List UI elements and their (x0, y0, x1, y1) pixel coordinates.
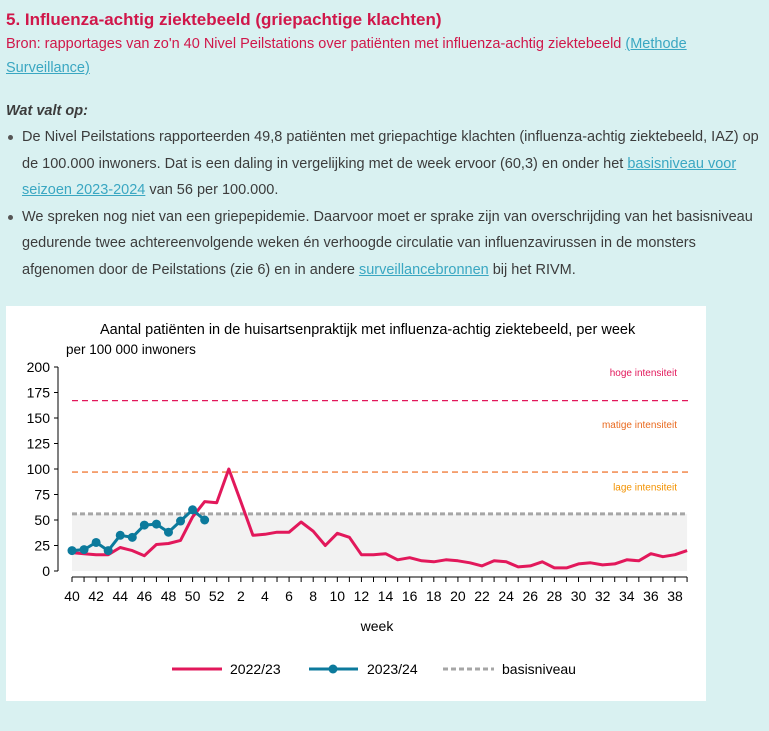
chart-container: Aantal patiënten in de huisartsenpraktij… (6, 306, 706, 701)
data-point-2023-24 (91, 537, 101, 547)
y-tick-label: 0 (42, 563, 50, 579)
y-tick-label: 100 (27, 461, 51, 477)
data-point-2023-24 (176, 516, 186, 526)
x-tick-label: 20 (450, 588, 466, 604)
data-point-2023-24 (188, 505, 198, 515)
x-tick-label: 18 (426, 588, 442, 604)
legend-label-basis: basisniveau (502, 661, 576, 677)
data-point-2023-24 (127, 532, 137, 542)
data-point-2023-24 (115, 530, 125, 540)
x-tick-label: 2 (237, 588, 245, 604)
x-tick-label: 42 (88, 588, 104, 604)
x-axis-label: week (360, 618, 395, 634)
y-tick-label: 25 (34, 538, 50, 554)
bullet-item-2: We spreken nog niet van een griepepidemi… (8, 204, 762, 284)
y-axis-label: per 100 000 inwoners (66, 342, 196, 357)
x-tick-label: 22 (474, 588, 490, 604)
x-tick-label: 8 (309, 588, 317, 604)
x-tick-label: 34 (619, 588, 635, 604)
data-point-2023-24 (67, 546, 77, 556)
zone-label-medium: matige intensiteit (602, 420, 677, 431)
x-tick-label: 38 (667, 588, 683, 604)
x-tick-label: 14 (378, 588, 394, 604)
x-tick-label: 4 (261, 588, 269, 604)
basisniveau-link[interactable]: basisniveau voor seizoen 2023-2024 (22, 155, 737, 199)
y-tick-label: 50 (34, 512, 50, 528)
iaz-line-chart: Aantal patiënten in de huisartsenpraktij… (27, 322, 688, 677)
section-title: 5. Influenza-achtig ziektebeeld (griepac… (6, 10, 442, 29)
x-tick-label: 48 (161, 588, 177, 604)
x-tick-label: 52 (209, 588, 225, 604)
data-point-2023-24 (139, 520, 149, 530)
x-tick-label: 28 (547, 588, 563, 604)
x-tick-label: 30 (571, 588, 587, 604)
legend-marker-2023 (328, 664, 338, 674)
y-tick-label: 200 (27, 359, 51, 375)
surveillancebronnen-link[interactable]: surveillancebronnen (358, 261, 489, 278)
x-tick-label: 36 (643, 588, 659, 604)
data-point-2023-24 (79, 545, 89, 555)
highlights-list: De Nivel Peilstations rapporteerden 49,8… (6, 124, 762, 283)
x-tick-label: 12 (354, 588, 370, 604)
data-point-2023-24 (103, 546, 113, 556)
y-tick-label: 75 (34, 487, 50, 503)
legend-label-2022: 2022/23 (230, 661, 281, 677)
source-text: Bron: rapportages van zo'n 40 Nivel Peil… (6, 36, 626, 52)
data-point-2023-24 (163, 527, 173, 537)
methode-surveillance-link[interactable]: (Methode Surveillance) (6, 36, 687, 76)
data-point-2023-24 (151, 519, 161, 529)
zone-label-high: hoge intensiteit (610, 368, 677, 379)
x-tick-label: 40 (64, 588, 80, 604)
x-tick-label: 32 (595, 588, 611, 604)
highlights-heading: Wat valt op: (6, 103, 88, 119)
x-tick-label: 46 (137, 588, 153, 604)
x-tick-label: 10 (330, 588, 346, 604)
x-tick-label: 24 (498, 588, 514, 604)
y-tick-label: 175 (27, 385, 51, 401)
zone-label-low: lage intensiteit (613, 482, 677, 493)
data-point-2023-24 (200, 515, 210, 525)
source-line: Bron: rapportages van zo'n 40 Nivel Peil… (6, 32, 762, 80)
x-tick-label: 26 (522, 588, 538, 604)
bullet-item-1: De Nivel Peilstations rapporteerden 49,8… (8, 124, 762, 204)
legend-label-2023: 2023/24 (367, 661, 418, 677)
x-tick-label: 50 (185, 588, 201, 604)
y-tick-label: 150 (27, 410, 51, 426)
chart-title: Aantal patiënten in de huisartsenpraktij… (100, 322, 636, 338)
influenza-section: 5. Influenza-achtig ziektebeeld (griepac… (6, 8, 762, 283)
legend: 2022/23 2023/24 basisniveau (172, 661, 576, 677)
x-tick-label: 6 (285, 588, 293, 604)
series-line-2022-23 (71, 467, 688, 570)
x-tick-label: 44 (112, 588, 128, 604)
x-tick-label: 16 (402, 588, 418, 604)
y-tick-label: 125 (27, 436, 51, 452)
